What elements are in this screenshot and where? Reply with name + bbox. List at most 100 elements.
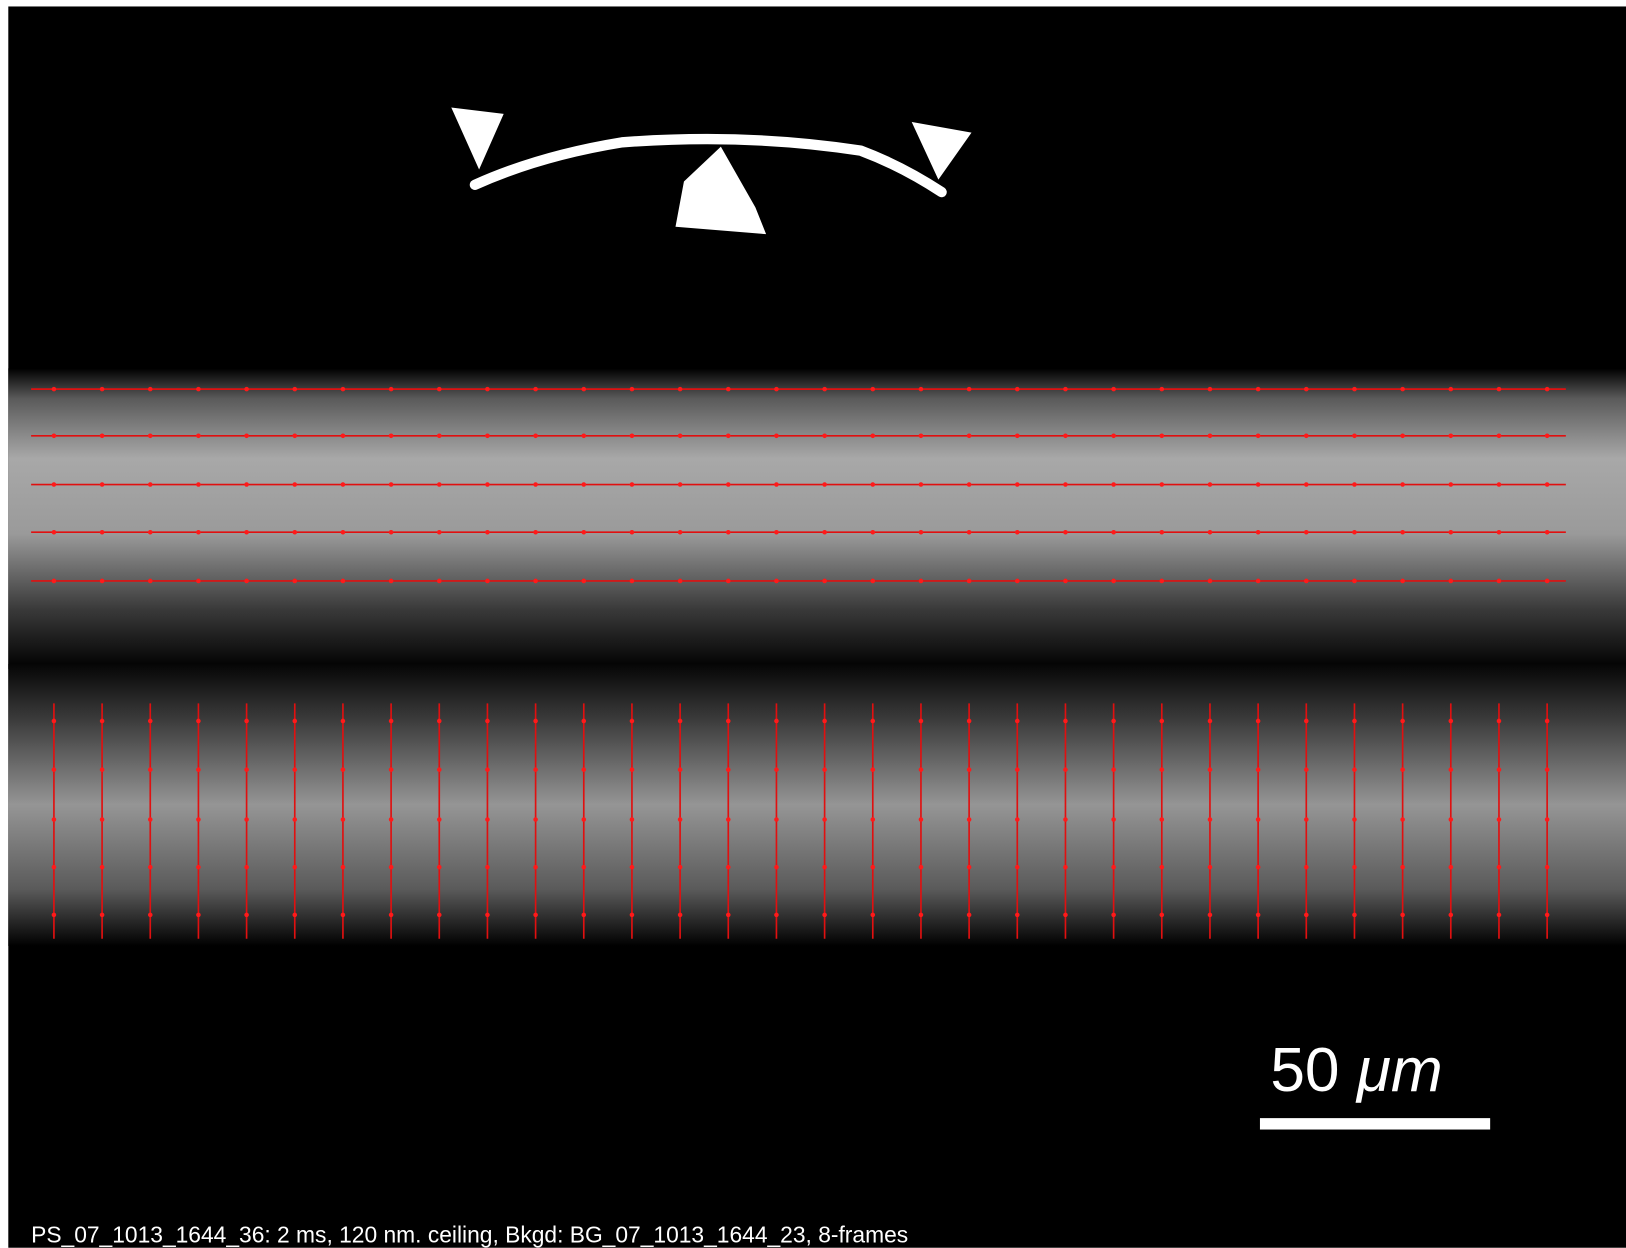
red-dot [100,530,105,535]
red-dot [1545,530,1550,535]
red-dot [967,767,972,772]
red-dot [774,530,779,535]
red-dot [292,387,297,392]
red-dot [1497,719,1502,724]
red-dot [485,719,490,724]
red-dot [1545,434,1550,439]
red-dot [1015,767,1020,772]
red-dot [822,913,827,918]
red-dot [1256,865,1261,870]
red-dot [100,865,105,870]
red-dot [1352,482,1357,487]
red-dot [1160,530,1165,535]
red-dot [967,434,972,439]
red-dot [1256,767,1261,772]
red-dot [919,434,924,439]
red-dot [533,482,538,487]
red-dot [967,579,972,584]
red-dot [148,387,153,392]
red-dot [244,579,249,584]
red-dot [678,530,683,535]
red-dot [919,913,924,918]
red-dot [533,865,538,870]
red-dot [100,387,105,392]
red-dot [292,434,297,439]
red-dot [871,579,876,584]
red-dot [148,913,153,918]
red-dot [1497,434,1502,439]
red-dot [437,865,442,870]
red-dot [1545,817,1550,822]
red-dot [678,434,683,439]
red-dot [1545,387,1550,392]
red-dot [1160,579,1165,584]
red-dot [52,865,57,870]
red-dot [1015,530,1020,535]
red-dot [726,579,731,584]
scale-unit: μm [1355,1036,1443,1105]
red-dot [1545,913,1550,918]
caption: PS_07_1013_1644_36: 2 ms, 120 nm. ceilin… [31,1222,908,1248]
red-dot [1160,865,1165,870]
red-dot [1063,865,1068,870]
red-dot [533,579,538,584]
red-dot [1063,482,1068,487]
red-dot [678,482,683,487]
red-dot [1545,719,1550,724]
red-dot [341,434,346,439]
red-dot [1063,817,1068,822]
red-dot [822,865,827,870]
red-dot [1352,913,1357,918]
red-dot [196,913,201,918]
red-dot [1208,579,1213,584]
red-dot [822,817,827,822]
red-dot [52,434,57,439]
red-dot [485,767,490,772]
red-dot [871,817,876,822]
red-dot [244,817,249,822]
red-dot [148,579,153,584]
red-dot [437,387,442,392]
red-dot [871,913,876,918]
red-dot [822,434,827,439]
red-dot [341,719,346,724]
red-dot [1352,719,1357,724]
red-dot [292,767,297,772]
red-dot [148,817,153,822]
red-dot [1400,767,1405,772]
red-dot [1160,817,1165,822]
red-dot [678,767,683,772]
red-dot [1400,434,1405,439]
red-dot [1015,387,1020,392]
red-dot [726,482,731,487]
red-dot [148,434,153,439]
red-dot [389,865,394,870]
red-dot [437,482,442,487]
red-dot [533,719,538,724]
red-dot [871,434,876,439]
red-dot [774,434,779,439]
red-dot [533,817,538,822]
red-dot [726,530,731,535]
red-dot [1400,913,1405,918]
red-dot [1160,434,1165,439]
red-dot [1063,913,1068,918]
red-dot [1256,387,1261,392]
red-dot [774,817,779,822]
red-dot [1111,387,1116,392]
red-dot [822,482,827,487]
red-dot [1111,579,1116,584]
red-dot [1160,387,1165,392]
red-dot [52,482,57,487]
red-dot [1304,817,1309,822]
red-dot [630,579,635,584]
red-dot [1111,482,1116,487]
red-dot [822,767,827,772]
red-dot [678,865,683,870]
red-dot [196,767,201,772]
red-dot [389,482,394,487]
red-dot [1497,387,1502,392]
red-dot [437,530,442,535]
red-dot [726,817,731,822]
red-dot [1208,387,1213,392]
